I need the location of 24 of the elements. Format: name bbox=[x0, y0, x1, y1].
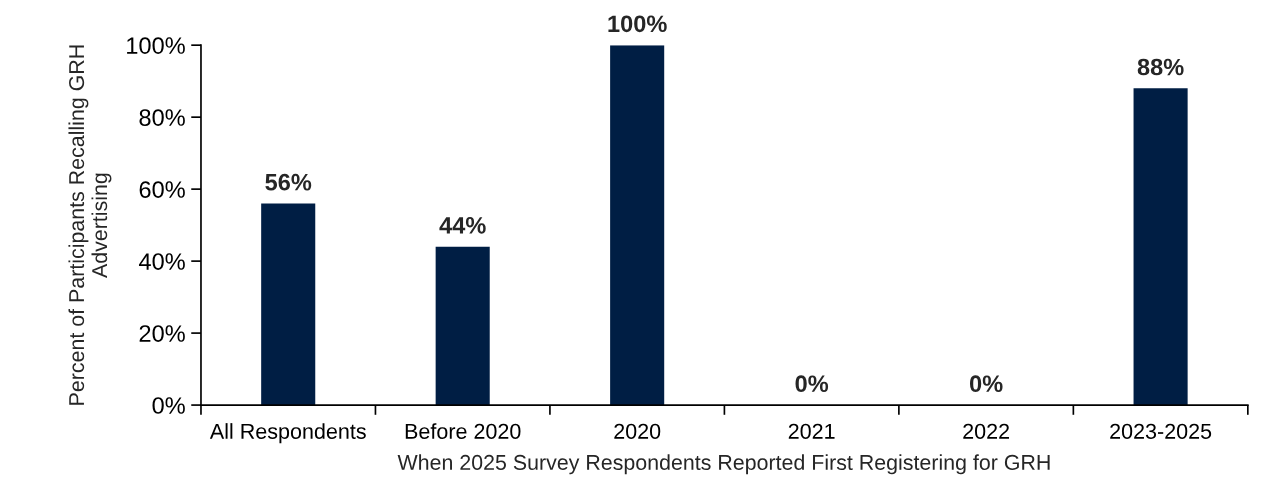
y-axis-title: Percent of Participants Recalling GRH Advertising bbox=[68, 45, 112, 405]
x-tick-label: 2023-2025 bbox=[1110, 423, 1212, 439]
y-tick-label: 0% bbox=[152, 397, 185, 414]
y-tick-label: 40% bbox=[138, 253, 185, 270]
x-tick-label: 2022 bbox=[963, 423, 1009, 439]
bar bbox=[1133, 88, 1188, 406]
x-tick-label: 2021 bbox=[788, 423, 835, 439]
y-tick-label: 20% bbox=[139, 325, 185, 342]
x-axis-title: When 2025 Survey Respondents Reported First Registering for GRH bbox=[397, 454, 1050, 475]
data-label: 44% bbox=[439, 217, 486, 234]
x-tick-label: Before 2020 bbox=[405, 423, 521, 439]
data-label: 0% bbox=[969, 375, 1003, 393]
y-tick-label: 100% bbox=[127, 37, 185, 54]
data-label: 88% bbox=[1137, 58, 1184, 76]
bar bbox=[261, 203, 316, 406]
bar bbox=[435, 246, 490, 406]
data-label: 56% bbox=[265, 173, 312, 191]
y-tick-label: 60% bbox=[139, 181, 185, 198]
x-tick-label: All Respondents bbox=[209, 423, 366, 444]
data-label: 0% bbox=[795, 375, 829, 393]
data-label: 100% bbox=[608, 15, 667, 33]
y-tick-label: 80% bbox=[139, 109, 185, 126]
x-tick-label: 2020 bbox=[614, 423, 661, 439]
bar bbox=[610, 45, 665, 406]
